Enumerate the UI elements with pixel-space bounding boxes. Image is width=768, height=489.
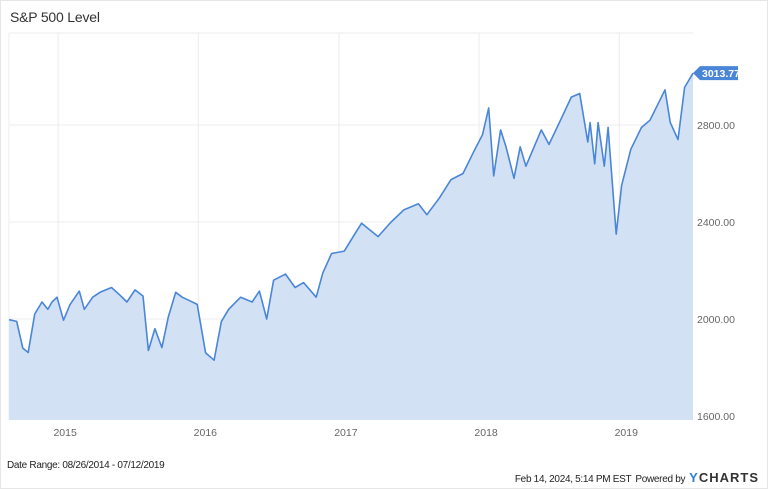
ycharts-logo-y-icon: Y [689,470,699,485]
powered-by: Powered by [635,474,686,485]
svg-text:2015: 2015 [53,427,77,439]
svg-text:2800.00: 2800.00 [697,120,735,132]
ycharts-logo-text: CHARTS [698,470,759,485]
price-line [8,72,694,361]
last-value-label: 3013.77 [693,66,740,81]
svg-text:3013.77: 3013.77 [702,68,740,80]
timestamp: Feb 14, 2024, 5:14 PM EST [514,474,632,485]
x-axis: 2015 2016 2017 2018 2019 [53,427,638,439]
date-range: Date Range: 08/26/2014 - 07/12/2019 [7,460,165,471]
svg-text:2017: 2017 [334,427,358,439]
svg-text:1600.00: 1600.00 [697,411,735,423]
svg-text:2016: 2016 [194,427,218,439]
y-axis: 1600.00 2000.00 2400.00 2800.00 [697,120,735,423]
area-fill [9,73,693,420]
svg-text:2000.00: 2000.00 [697,314,735,326]
svg-text:2400.00: 2400.00 [697,217,735,229]
svg-text:2019: 2019 [615,427,639,439]
chart-title: S&P 500 Level [10,9,100,25]
ycharts-logo[interactable]: YCHARTS [689,470,759,485]
svg-text:2018: 2018 [474,427,498,439]
footer: Feb 14, 2024, 5:14 PM EST Powered by YCH… [515,470,759,485]
